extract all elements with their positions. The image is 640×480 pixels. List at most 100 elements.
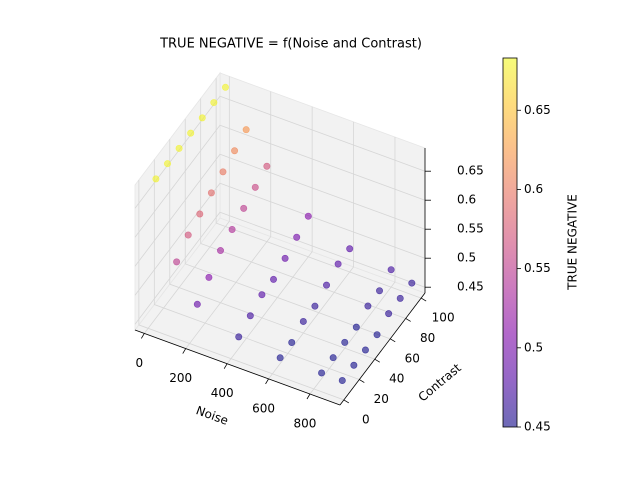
x-tick: [306, 393, 311, 400]
colorbar-tick-label: 0.65: [524, 103, 551, 117]
grid-line: [134, 211, 426, 325]
data-point: [242, 126, 250, 134]
y-tick-label: 40: [389, 372, 404, 386]
y-tick: [374, 358, 380, 363]
y-axis-label: Contrast: [416, 361, 465, 405]
y-tick: [359, 379, 365, 383]
data-point: [187, 129, 195, 137]
data-point: [361, 346, 369, 354]
x-axis-label: Noise: [194, 403, 230, 428]
y-tick: [405, 318, 411, 322]
data-point: [318, 369, 326, 377]
grid-line: [143, 76, 230, 334]
x-tick-label: 200: [169, 371, 192, 385]
grid-line: [226, 106, 313, 364]
data-point: [396, 294, 404, 302]
grid-line: [134, 182, 426, 296]
data-point: [251, 183, 259, 191]
data-point: [281, 254, 289, 262]
data-point: [175, 144, 183, 152]
data-point: [387, 266, 395, 274]
data-point: [240, 204, 248, 212]
x-tick-label: 600: [252, 401, 275, 415]
data-point: [205, 273, 213, 281]
x-tick: [223, 363, 228, 369]
grid-line: [134, 153, 426, 267]
data-point: [293, 233, 301, 241]
grid-line: [169, 139, 375, 360]
data-point: [258, 291, 266, 299]
colorbar-tick-label: 0.6: [524, 182, 543, 196]
data-point: [334, 260, 342, 268]
chart-title: TRUE NEGATIVE = f(Noise and Contrast): [159, 37, 422, 52]
z-tick-label: 0.5: [457, 251, 476, 265]
data-point: [152, 175, 160, 183]
data-point: [376, 287, 384, 295]
data-point: [338, 377, 346, 385]
data-point: [311, 302, 319, 310]
data-point: [352, 323, 360, 331]
pane: [134, 71, 221, 332]
grid-line: [185, 91, 272, 349]
data-point: [276, 354, 284, 362]
grid-line: [184, 118, 391, 340]
data-point: [219, 168, 227, 176]
grid-line: [138, 179, 345, 401]
data-point: [231, 147, 239, 155]
z-tick-label: 0.6: [457, 193, 476, 207]
data-point: [246, 312, 254, 320]
y-tick-label: 0: [362, 412, 370, 426]
data-point: [263, 162, 271, 170]
grid-line: [134, 124, 426, 238]
data-point: [408, 279, 416, 287]
data-point: [217, 247, 225, 255]
grid-line: [215, 78, 422, 299]
data-point: [198, 114, 206, 122]
z-tick-label: 0.45: [457, 280, 484, 294]
y-tick: [390, 338, 396, 343]
data-point: [228, 225, 236, 233]
data-point: [270, 275, 278, 283]
y-tick-label: 20: [374, 392, 389, 406]
data-point: [221, 83, 229, 91]
axis-line: [134, 329, 341, 406]
data-point: [288, 339, 296, 347]
grid-line: [309, 137, 396, 395]
data-point: [173, 258, 181, 266]
colorbar-tick-label: 0.45: [524, 420, 551, 434]
data-point: [323, 281, 331, 289]
data-point: [341, 338, 349, 346]
y-tick: [420, 297, 427, 302]
axis-line: [339, 292, 426, 406]
grid-line: [153, 159, 360, 380]
data-point: [346, 245, 354, 253]
grid-line: [268, 121, 354, 380]
y-tick-label: 100: [432, 311, 455, 325]
data-point: [184, 231, 192, 239]
x-tick: [140, 333, 145, 339]
data-point: [210, 99, 218, 107]
data-point: [385, 310, 393, 318]
z-tick-label: 0.55: [457, 222, 484, 236]
x-tick-label: 0: [135, 356, 143, 370]
data-point: [350, 361, 358, 369]
x-tick-label: 400: [211, 386, 234, 400]
data-point: [364, 302, 372, 310]
grid-line: [200, 98, 406, 319]
data-point: [235, 333, 243, 341]
colorbar: [502, 57, 518, 428]
colorbar-tick-label: 0.55: [524, 261, 551, 275]
y-tick: [343, 399, 350, 404]
x-tick: [182, 348, 187, 354]
x-tick: [265, 378, 269, 385]
colorbar-label: TRUE NEGATIVE: [566, 194, 580, 291]
data-point: [193, 300, 201, 308]
data-point: [207, 189, 215, 197]
y-tick-label: 60: [405, 351, 420, 365]
y-tick-label: 80: [420, 331, 435, 345]
grid-line: [134, 95, 426, 209]
colorbar-tick-label: 0.5: [524, 340, 543, 354]
data-point: [304, 212, 312, 220]
data-point: [299, 317, 307, 325]
